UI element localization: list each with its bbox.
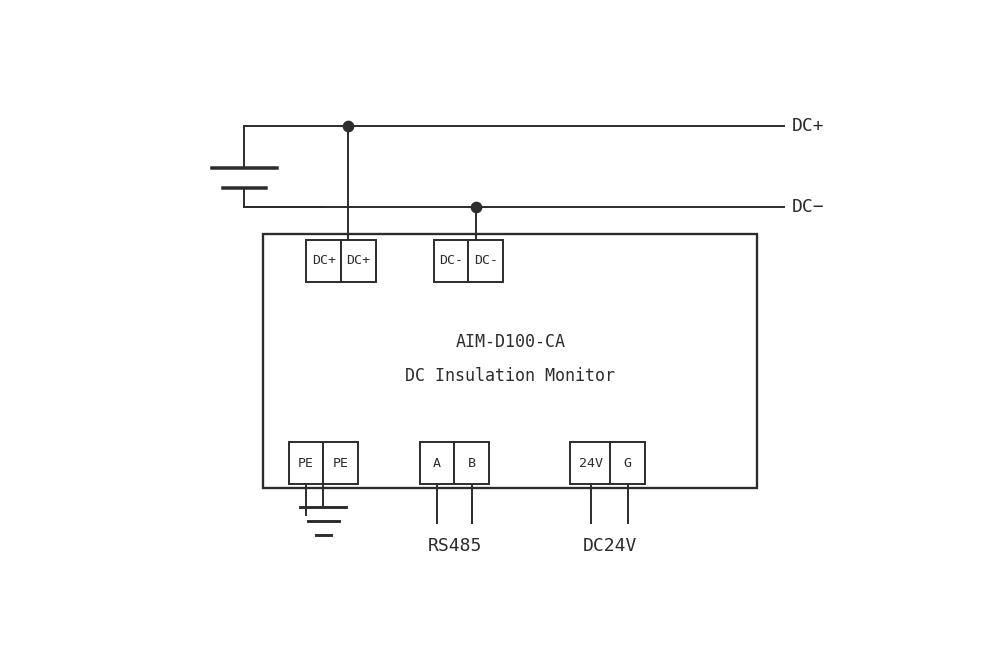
Point [341,121,357,131]
Text: DC-: DC- [474,254,498,267]
Bar [419,442,454,484]
Text: DC+: DC+ [347,254,371,267]
Point [468,201,484,212]
Text: DC24V: DC24V [583,537,636,555]
Text: DC−: DC− [792,198,825,216]
Bar [324,442,358,484]
Text: DC+: DC+ [312,254,336,267]
Bar [571,442,613,484]
Bar [289,442,324,484]
Text: B: B [468,457,476,469]
Bar [307,239,341,282]
Text: DC-: DC- [439,254,463,267]
Text: 24V: 24V [580,457,604,469]
Bar [263,234,758,488]
Bar [454,442,489,484]
Bar [611,442,645,484]
Text: AIM-D100-CA: AIM-D100-CA [455,333,566,351]
Text: G: G [623,457,631,469]
Text: DC Insulation Monitor: DC Insulation Monitor [405,367,616,385]
Bar [433,239,468,282]
Bar [341,239,375,282]
Text: DC+: DC+ [792,117,825,135]
Text: RS485: RS485 [427,537,482,555]
Bar [468,239,503,282]
Text: A: A [433,457,441,469]
Text: PE: PE [298,457,314,469]
Text: PE: PE [333,457,349,469]
